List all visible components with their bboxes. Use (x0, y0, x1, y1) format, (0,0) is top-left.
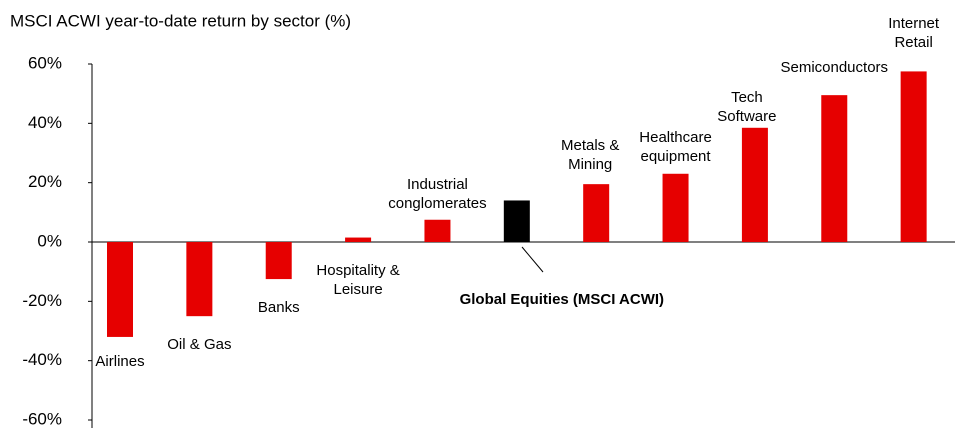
y-tick-label: 20% (28, 172, 62, 191)
category-label: Metals & (561, 137, 619, 154)
category-label: Global Equities (MSCI ACWI) (460, 291, 664, 308)
bar (265, 242, 292, 280)
bar (424, 219, 451, 242)
bar (662, 173, 689, 242)
category-label: Mining (568, 156, 612, 173)
category-label: Oil & Gas (167, 336, 231, 353)
category-label: Healthcare (639, 129, 712, 146)
category-label: Banks (258, 299, 300, 316)
bar (741, 127, 768, 242)
category-label: Internet (888, 15, 940, 32)
category-label: Tech (731, 89, 763, 106)
category-label: equipment (641, 148, 712, 165)
category-label: Semiconductors (780, 59, 888, 76)
y-tick-label: 40% (28, 113, 62, 132)
bar (583, 184, 610, 242)
y-tick-label: 0% (37, 231, 62, 250)
bar (107, 242, 133, 337)
category-label: Industrial (407, 176, 468, 193)
bar (900, 71, 927, 243)
leader-line (521, 246, 544, 273)
bar (821, 95, 848, 243)
bar (186, 242, 213, 317)
category-label: Retail (894, 34, 932, 51)
category-label: conglomerates (388, 195, 486, 212)
y-tick-label: -60% (22, 409, 62, 428)
y-tick-label: 60% (28, 53, 62, 72)
category-label: Hospitality & (316, 262, 399, 279)
y-tick-label: -40% (22, 350, 62, 369)
category-label: Leisure (333, 281, 382, 298)
y-tick-label: -20% (22, 291, 62, 310)
category-label: Airlines (95, 353, 144, 370)
chart-title: MSCI ACWI year-to-date return by sector … (10, 11, 351, 30)
bar (345, 237, 372, 242)
bar (503, 200, 530, 242)
category-label: Software (717, 108, 776, 125)
